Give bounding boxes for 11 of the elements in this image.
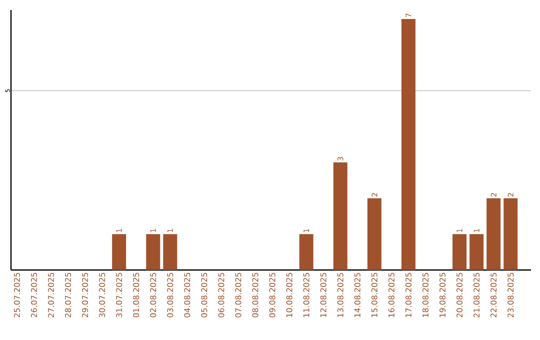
bar: [299, 234, 314, 270]
bar: [504, 198, 518, 270]
bar: [486, 198, 501, 270]
bar: [367, 198, 382, 270]
bar: [112, 234, 126, 270]
bar: [333, 162, 348, 270]
bar: [401, 18, 416, 270]
bar: [452, 234, 467, 270]
bar: [146, 234, 160, 270]
bar: [163, 234, 178, 270]
bar: [470, 234, 484, 270]
